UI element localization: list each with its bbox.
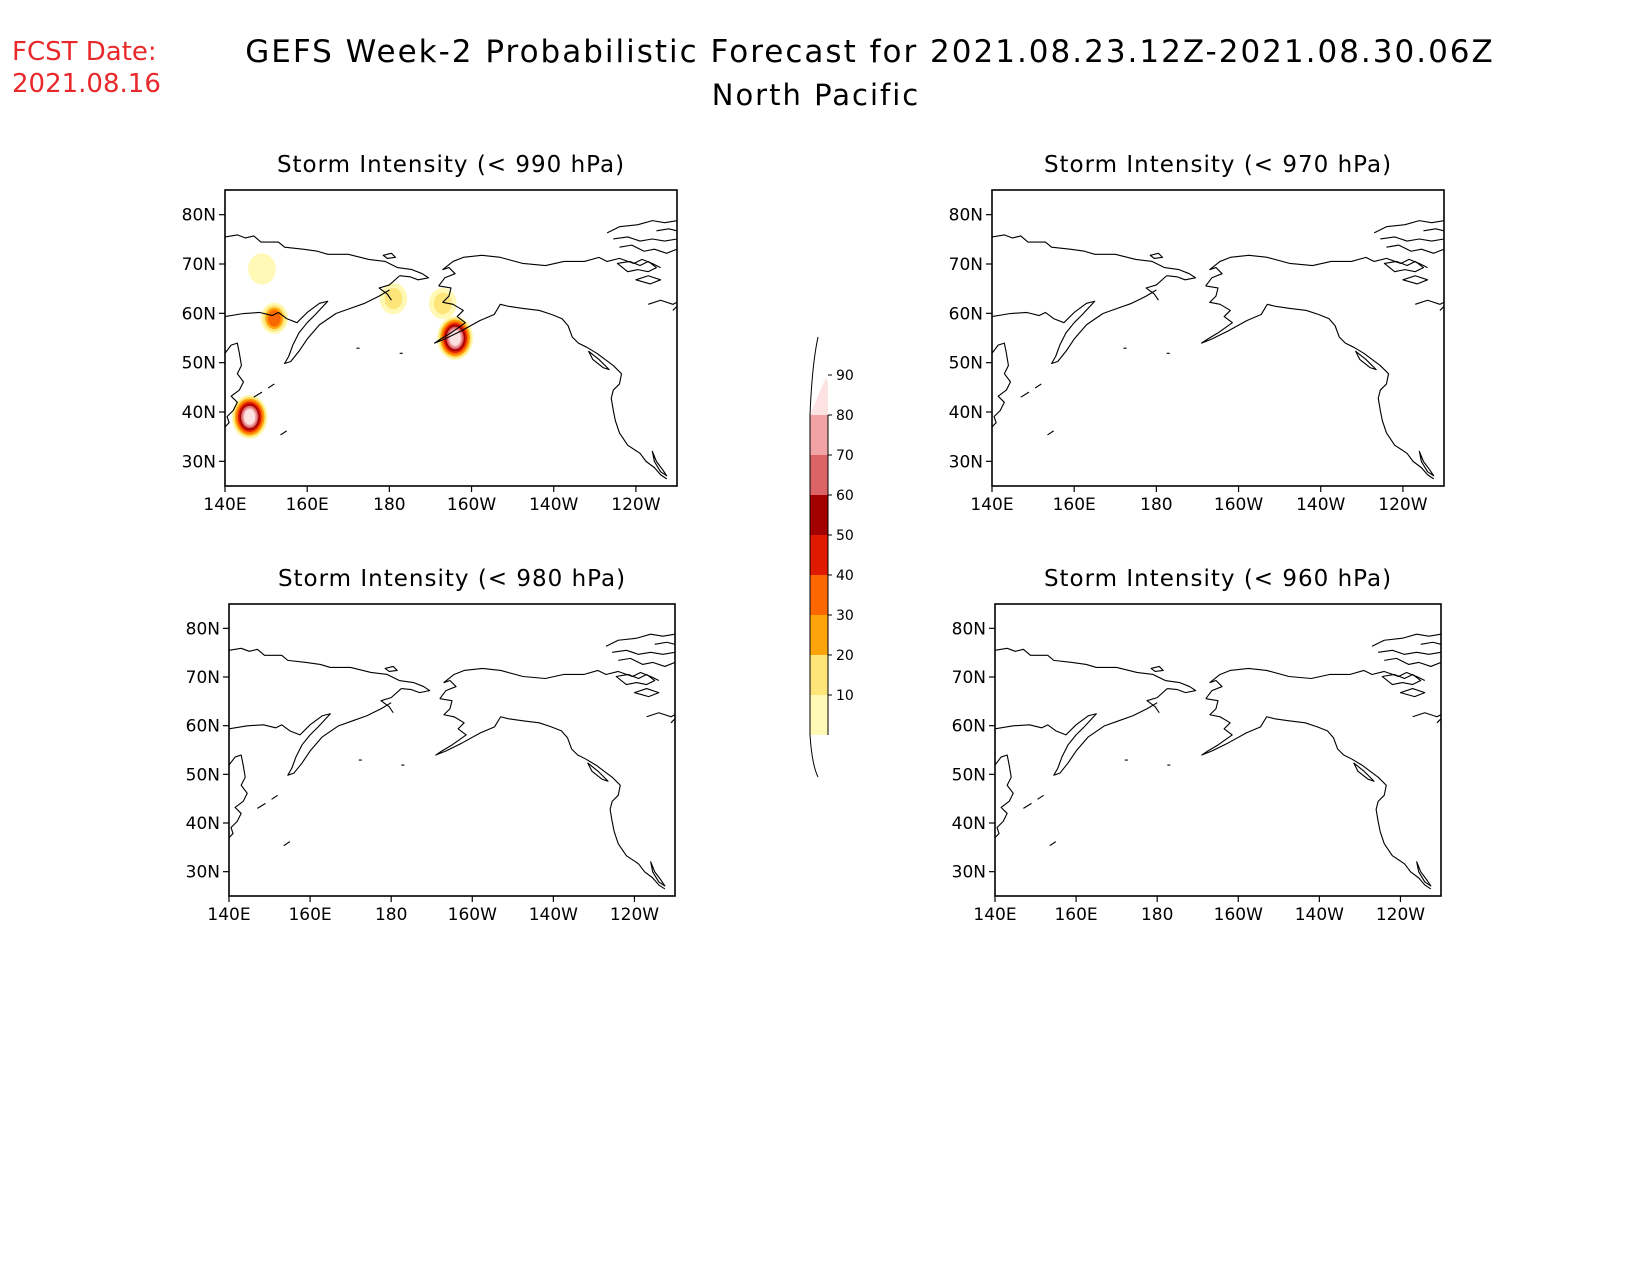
lat-tick-label: 60N <box>949 304 983 324</box>
lon-tick-label: 160W <box>1214 905 1263 925</box>
lat-tick-label: 30N <box>952 863 986 883</box>
blob-siberia-north <box>248 253 276 285</box>
lon-tick-label: 140E <box>973 905 1016 925</box>
panel-title: Storm Intensity (< 960 hPa) <box>1044 566 1392 592</box>
lon-tick-label: 160W <box>1214 495 1263 515</box>
fcst-date-label: FCST Date: <box>12 37 157 67</box>
lat-tick-label: 40N <box>186 814 220 834</box>
fcst-date-value: 2021.08.16 <box>12 69 161 99</box>
lat-tick-label: 80N <box>949 206 983 226</box>
lon-tick-label: 120W <box>610 905 659 925</box>
panel-grid: Storm Intensity (< 990 hPa) 80N 70N 60N 50N 4… <box>182 152 1445 925</box>
map-panel-4: Storm Intensity (< 960 hPa) 80N 70N 60N 50N 4… <box>952 566 1442 925</box>
colorbar-label: 80 <box>836 408 854 424</box>
lat-tick-label: 70N <box>949 255 983 275</box>
colorbar-label: 90 <box>836 368 854 384</box>
colorbar-bin-80 <box>810 415 828 455</box>
panel-title: Storm Intensity (< 980 hPa) <box>278 566 626 592</box>
lat-tick-label: 60N <box>186 717 220 737</box>
lon-tick-label: 160W <box>447 495 496 515</box>
lon-tick-label: 160E <box>1053 495 1096 515</box>
lat-tick-label: 60N <box>952 717 986 737</box>
lat-tick-label: 70N <box>186 668 220 688</box>
lon-tick-label: 160E <box>288 905 331 925</box>
lat-tick-label: 80N <box>952 619 986 639</box>
lat-tick-label: 40N <box>182 403 216 423</box>
lon-tick-label: 180 <box>373 495 405 515</box>
figure-subtitle: North Pacific <box>712 78 921 112</box>
lon-tick-label: 140E <box>970 495 1013 515</box>
coastline <box>992 220 1444 480</box>
lon-tick-label: 140W <box>529 495 578 515</box>
lat-tick-label: 30N <box>949 452 983 472</box>
lon-tick-label: 140E <box>203 495 246 515</box>
lon-tick-label: 160E <box>1054 905 1097 925</box>
prob-contour-20 <box>384 287 403 310</box>
lon-tick-label: 180 <box>375 905 407 925</box>
coastline <box>995 633 1441 890</box>
lon-tick-label: 140W <box>1296 495 1345 515</box>
colorbar: 90 80 70 60 50 40 30 20 10 <box>809 336 854 778</box>
prob-contour-90 <box>244 409 256 425</box>
lon-tick-label: 120W <box>611 495 660 515</box>
map-frame <box>994 603 1442 897</box>
colorbar-label: 60 <box>836 488 854 504</box>
lon-tick-label: 120W <box>1376 905 1425 925</box>
colorbar-label: 10 <box>836 688 854 704</box>
map-panel-2: Storm Intensity (< 970 hPa) 80N 70N 60N 50N 4… <box>949 152 1445 515</box>
colorbar-bin-10 <box>810 695 828 735</box>
panel-title: Storm Intensity (< 990 hPa) <box>277 152 625 178</box>
lon-tick-label: 120W <box>1378 495 1427 515</box>
lon-tick-label: 160E <box>286 495 329 515</box>
colorbar-bin-50 <box>810 535 828 575</box>
panel-title: Storm Intensity (< 970 hPa) <box>1044 152 1392 178</box>
map-frame <box>228 603 676 897</box>
colorbar-bin-90 <box>810 377 828 415</box>
lat-tick-label: 40N <box>952 814 986 834</box>
colorbar-bin-70 <box>810 455 828 495</box>
prob-contour-90 <box>449 330 461 346</box>
lat-tick-label: 80N <box>182 206 216 226</box>
colorbar-label: 40 <box>836 568 854 584</box>
lat-tick-label: 50N <box>949 354 983 374</box>
lon-tick-label: 140W <box>1295 905 1344 925</box>
figure-title: GEFS Week-2 Probabilistic Forecast for 2… <box>245 34 1495 70</box>
blob-chukotka <box>379 282 408 315</box>
lon-tick-label: 140E <box>207 905 250 925</box>
colorbar-label: 30 <box>836 608 854 624</box>
coastline <box>229 633 675 890</box>
lat-tick-label: 50N <box>182 354 216 374</box>
lon-tick-label: 180 <box>1140 495 1172 515</box>
lat-tick-label: 40N <box>949 403 983 423</box>
colorbar-bin-20 <box>810 655 828 695</box>
lat-tick-label: 60N <box>182 304 216 324</box>
map-panel-3: Storm Intensity (< 980 hPa) 80N 70N 60N 50N 4… <box>186 566 676 925</box>
lat-tick-label: 80N <box>186 619 220 639</box>
colorbar-bin-60 <box>810 495 828 535</box>
map-frame <box>991 189 1445 487</box>
map-panel-1: Storm Intensity (< 990 hPa) 80N 70N 60N 50N 4… <box>182 152 678 515</box>
lat-tick-label: 30N <box>182 452 216 472</box>
colorbar-bin-40 <box>810 575 828 615</box>
blob-alaska-west <box>428 287 457 320</box>
colorbar-label: 20 <box>836 648 854 664</box>
lon-tick-label: 180 <box>1141 905 1173 925</box>
map-frame <box>224 189 678 487</box>
blob-japan-east <box>231 394 268 439</box>
lat-tick-label: 70N <box>952 668 986 688</box>
colorbar-label: 70 <box>836 448 854 464</box>
colorbar-bin-30 <box>810 615 828 655</box>
blob-kamchatka <box>260 302 289 334</box>
lat-tick-label: 50N <box>952 765 986 785</box>
lat-tick-label: 70N <box>182 255 216 275</box>
lon-tick-label: 160W <box>448 905 497 925</box>
lat-tick-label: 50N <box>186 765 220 785</box>
lat-tick-label: 30N <box>186 863 220 883</box>
prob-contour-10 <box>248 253 276 285</box>
colorbar-label: 50 <box>836 528 854 544</box>
prob-contour-40 <box>267 309 281 327</box>
lon-tick-label: 140W <box>529 905 578 925</box>
